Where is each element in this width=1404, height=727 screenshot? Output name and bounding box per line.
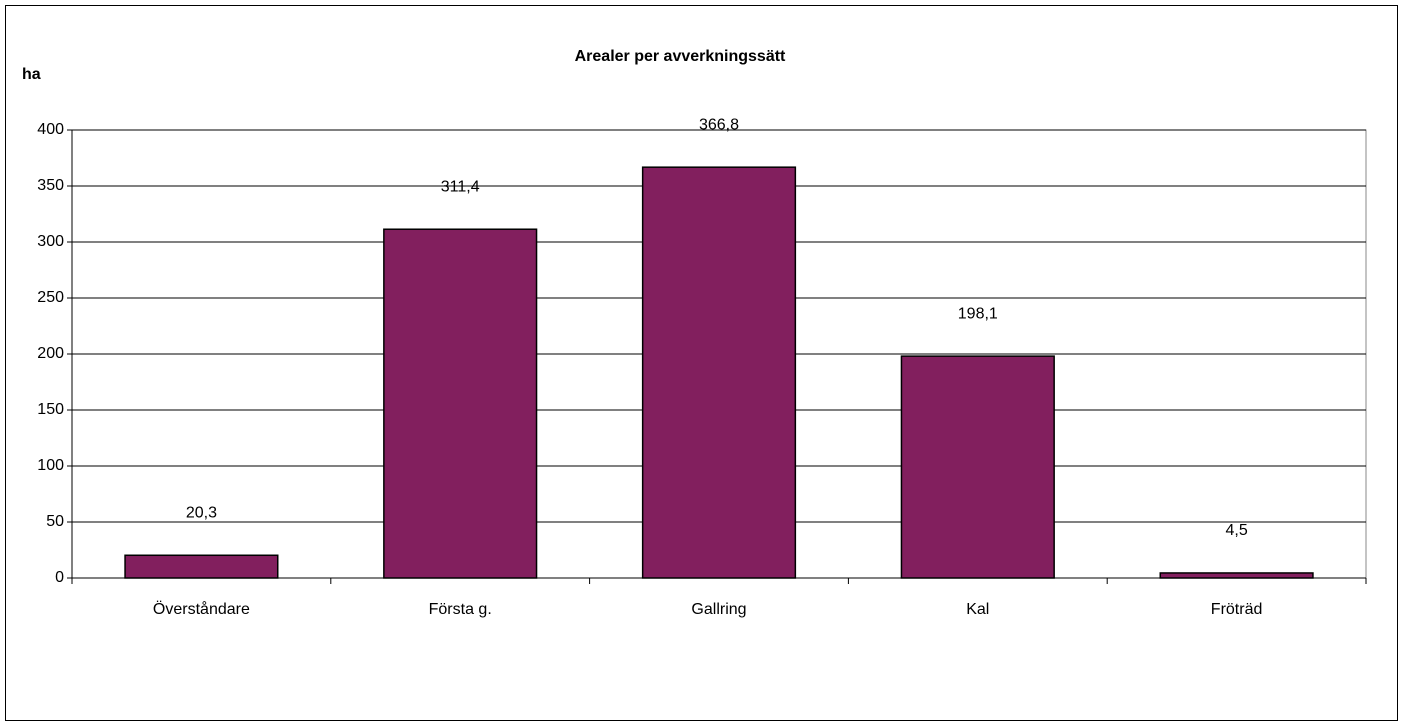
bar	[124, 554, 279, 579]
data-label: 20,3	[186, 504, 217, 521]
y-tick-label: 200	[37, 345, 64, 362]
bar	[900, 355, 1055, 579]
bar	[383, 228, 538, 579]
data-label: 198,1	[958, 305, 998, 322]
y-tick-label: 0	[55, 569, 64, 586]
data-label: 4,5	[1225, 522, 1247, 539]
y-tick-label: 400	[37, 121, 64, 138]
y-tick-label: 300	[37, 233, 64, 250]
y-tick-label: 50	[46, 513, 64, 530]
y-tick-label: 250	[37, 289, 64, 306]
chart-title: Arealer per avverkningssätt	[575, 48, 786, 65]
y-tick-label: 100	[37, 457, 64, 474]
data-label: 311,4	[441, 178, 480, 195]
x-tick-label: Fröträd	[1211, 601, 1263, 618]
y-axis-label: ha	[22, 66, 41, 83]
x-tick-label: Överståndare	[153, 600, 250, 618]
x-tick-label: Gallring	[691, 601, 746, 618]
x-tick-label: Första g.	[429, 601, 492, 618]
data-label: 366,8	[699, 116, 739, 133]
y-tick-label: 350	[37, 177, 64, 194]
bar	[1159, 572, 1314, 579]
bar	[641, 166, 797, 579]
y-tick-label: 150	[37, 401, 64, 418]
x-tick-label: Kal	[966, 601, 989, 618]
